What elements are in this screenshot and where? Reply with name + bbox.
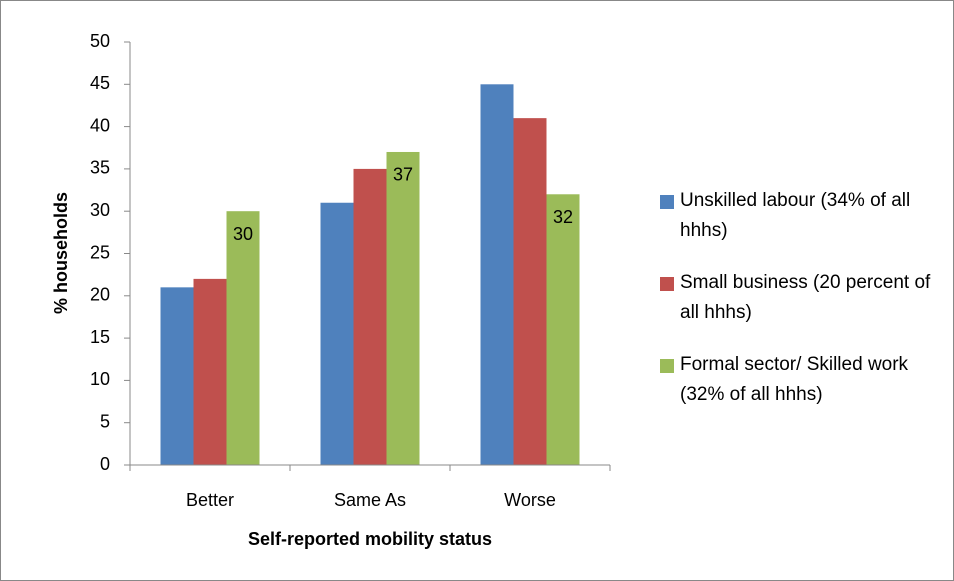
y-tick-label: 50 [90,31,110,51]
legend-label: Unskilled labour (34% of all hhhs) [680,190,911,241]
legend-swatch [660,277,674,291]
y-tick-label: 10 [90,369,110,389]
bar [546,194,580,465]
y-tick-label: 25 [90,242,110,262]
data-label: 37 [393,165,413,185]
bar [320,202,354,466]
x-tick-label: Better [186,490,234,510]
y-tick-label: 5 [100,411,110,431]
legend-item: Small business (20 percent of all hhhs) [656,268,946,328]
y-tick-label: 35 [90,158,110,178]
x-tick-label: Worse [504,490,556,510]
y-tick-label: 15 [90,327,110,347]
bar [353,168,387,465]
legend-item: Unskilled labour (34% of all hhhs) [656,186,946,246]
bar [513,118,547,465]
x-axis-title: Self-reported mobility status [248,529,492,549]
y-tick-label: 45 [90,73,110,93]
legend: Unskilled labour (34% of all hhhs) Small … [656,186,946,432]
legend-label: Small business (20 percent of all hhhs) [680,272,931,323]
legend-item: Formal sector/ Skilled work (32% of all … [656,350,946,410]
y-tick-label: 30 [90,200,110,220]
y-tick-label: 0 [100,454,110,474]
legend-label: Formal sector/ Skilled work (32% of all … [680,354,909,405]
y-axis-title: % households [51,192,71,314]
bar [480,84,514,466]
bar [193,278,227,465]
data-label: 32 [553,207,573,227]
data-label: 30 [233,224,253,244]
legend-swatch [660,195,674,209]
bar [226,211,260,465]
y-tick-label: 20 [90,285,110,305]
legend-swatch [660,359,674,373]
y-tick-label: 40 [90,115,110,135]
x-tick-label: Same As [334,490,406,510]
bar [160,287,194,465]
bar [386,151,420,466]
